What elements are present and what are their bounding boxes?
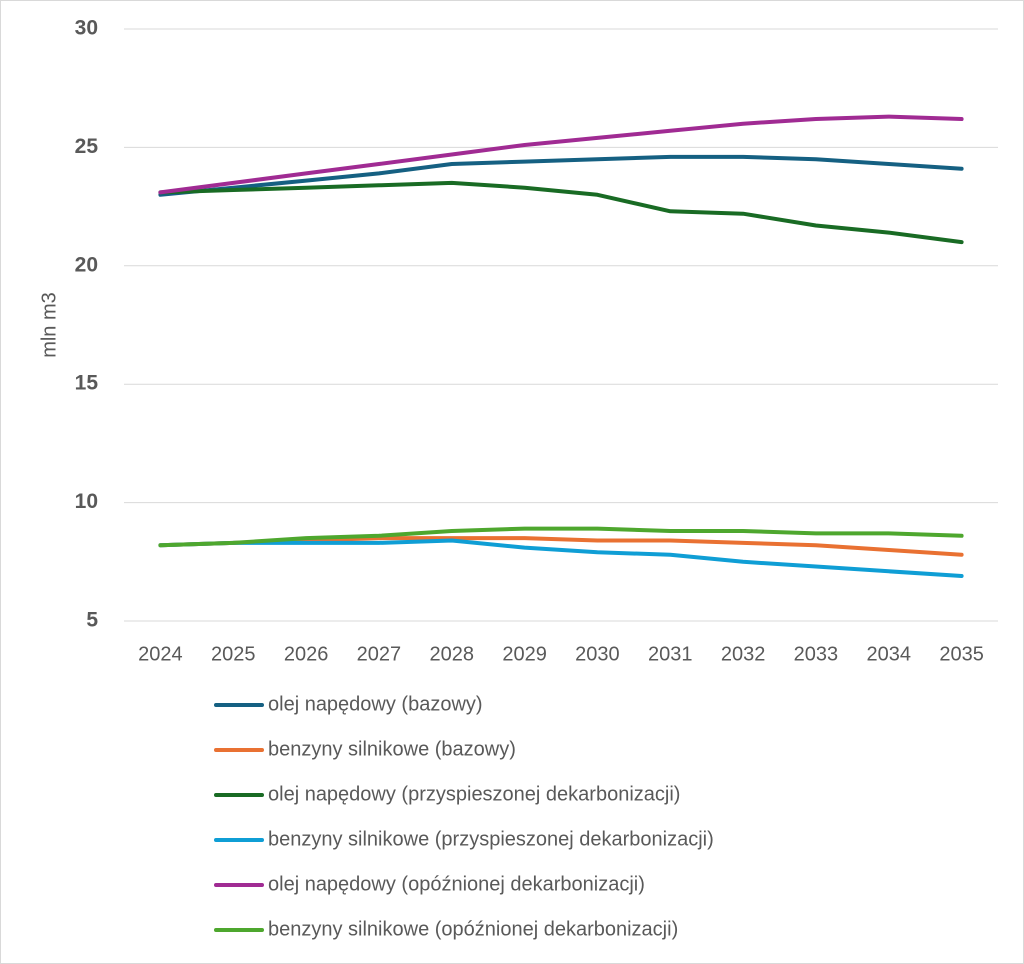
legend-label: benzyny silnikowe (bazowy) bbox=[268, 738, 516, 760]
line-series bbox=[158, 154, 964, 197]
x-tick-label: 2030 bbox=[575, 643, 620, 665]
legend-label: benzyny silnikowe (opóźnionej dekarboniz… bbox=[268, 918, 678, 940]
line-series bbox=[158, 538, 964, 578]
y-tick-label: 25 bbox=[75, 135, 99, 158]
y-tick-label: 15 bbox=[75, 372, 99, 395]
legend-label: olej napędowy (bazowy) bbox=[268, 693, 483, 715]
y-axis-label: mln m3 bbox=[38, 292, 60, 358]
y-tick-label: 20 bbox=[75, 253, 98, 276]
x-tick-label: 2028 bbox=[430, 643, 475, 665]
legend-label: benzyny silnikowe (przyspieszonej dekarb… bbox=[268, 828, 714, 850]
x-tick-label: 2029 bbox=[502, 643, 547, 665]
x-tick-label: 2024 bbox=[138, 643, 183, 665]
line-series bbox=[158, 526, 964, 548]
x-tick-label: 2026 bbox=[284, 643, 329, 665]
x-tick-label: 2031 bbox=[648, 643, 693, 665]
x-tick-label: 2034 bbox=[867, 643, 912, 665]
legend-label: olej napędowy (przyspieszonej dekarboniz… bbox=[268, 783, 680, 805]
x-tick-label: 2033 bbox=[794, 643, 839, 665]
x-tick-label: 2025 bbox=[211, 643, 256, 665]
y-tick-label: 10 bbox=[75, 490, 98, 513]
line-series bbox=[158, 180, 964, 245]
x-tick-label: 2035 bbox=[939, 643, 984, 665]
y-tick-label: 5 bbox=[86, 609, 98, 632]
legend-label: olej napędowy (opóźnionej dekarbonizacji… bbox=[268, 873, 645, 895]
x-tick-label: 2027 bbox=[357, 643, 402, 665]
x-tick-label: 2032 bbox=[721, 643, 766, 665]
y-tick-label: 30 bbox=[75, 17, 98, 40]
line-series bbox=[158, 114, 964, 195]
